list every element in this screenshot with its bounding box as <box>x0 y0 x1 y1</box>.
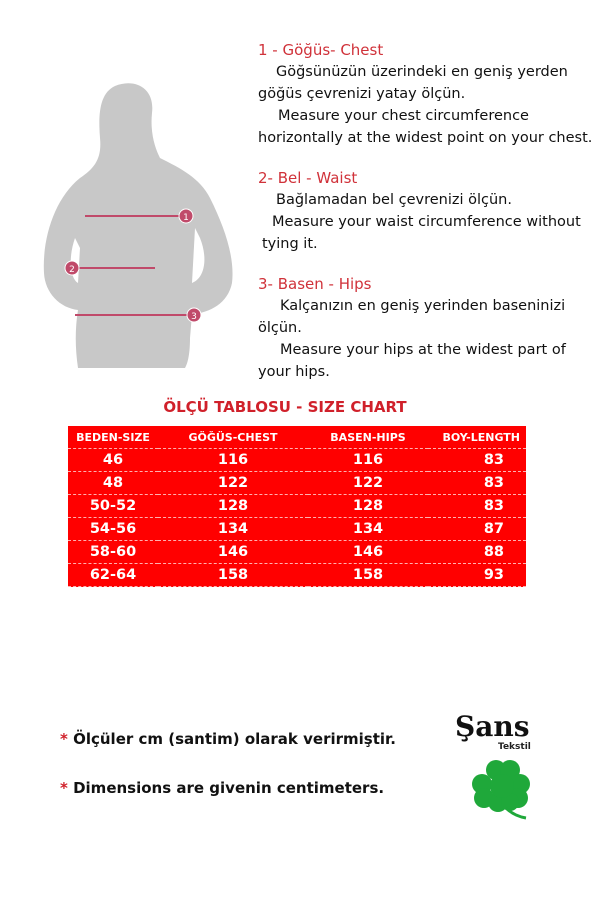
size-table: BEDEN-SIZE GÖĞÜS-CHEST BASEN-HIPS BOY-LE… <box>68 426 526 587</box>
section-heading: 1 - Göğüs- Chest <box>258 41 384 59</box>
text-line: Measure your waist circumference without <box>272 214 581 230</box>
table-cell: 128 <box>158 494 308 518</box>
text-line: Kalçanızın en geniş yerinden baseninizi <box>280 298 566 314</box>
marker-1: 1 <box>178 208 194 224</box>
table-cell: 62-64 <box>68 563 158 587</box>
marker-3: 3 <box>186 307 202 323</box>
hips-instructions: 3- Basen - Hips Kalçanızın en geniş yeri… <box>258 273 566 383</box>
table-cell: 146 <box>158 540 308 564</box>
header-cell: BEDEN-SIZE <box>68 426 158 449</box>
header-cell: GÖĞÜS-CHEST <box>158 426 308 449</box>
text-line: your hips. <box>258 364 330 380</box>
text-line: ölçün. <box>258 320 302 336</box>
table-cell: 146 <box>308 540 428 564</box>
table-cell: 134 <box>308 517 428 541</box>
text-line: göğüs çevrenizi yatay ölçün. <box>258 86 466 102</box>
table-row: 46 116 116 83 <box>68 448 526 472</box>
text-line: Measure your hips at the widest part of <box>280 342 566 358</box>
table-row: 48 122 122 83 <box>68 471 526 495</box>
text-line: tying it. <box>262 236 318 252</box>
table-cell: 50-52 <box>68 494 158 518</box>
table-cell: 83 <box>428 494 526 518</box>
svg-text:2: 2 <box>69 265 75 275</box>
table-title: ÖLÇÜ TABLOSU - SIZE CHART <box>163 398 407 416</box>
note-text: Ölçüler cm (santim) olarak verirmiştir. <box>73 730 396 748</box>
table-cell: 116 <box>308 448 428 472</box>
table-cell: 83 <box>428 448 526 472</box>
note-text: Dimensions are givenin centimeters. <box>73 779 385 797</box>
table-row: 50-52 128 128 83 <box>68 494 526 518</box>
text-line: horizontally at the widest point on your… <box>258 130 593 146</box>
four-leaf-clover-icon <box>472 760 530 820</box>
section-heading: 3- Basen - Hips <box>258 275 372 293</box>
text-line: Göğsünüzün üzerindeki en geniş yerden <box>276 64 568 80</box>
svg-text:1: 1 <box>183 213 189 223</box>
header-cell: BOY-LENGTH <box>428 426 526 449</box>
table-cell: 54-56 <box>68 517 158 541</box>
table-cell: 122 <box>158 471 308 495</box>
text-line: Measure your chest circumference <box>278 108 529 124</box>
table-row: 54-56 134 134 87 <box>68 517 526 541</box>
section-heading: 2- Bel - Waist <box>258 169 358 187</box>
table-cell: 128 <box>308 494 428 518</box>
header-cell: BASEN-HIPS <box>308 426 428 449</box>
table-cell: 158 <box>158 563 308 587</box>
svg-text:3: 3 <box>191 312 197 322</box>
table-cell: 158 <box>308 563 428 587</box>
table-cell: 83 <box>428 471 526 495</box>
table-row: 62-64 158 158 93 <box>68 563 526 587</box>
note-dimensions: * Dimensions are givenin centimeters. <box>60 779 385 797</box>
note-cm: * Ölçüler cm (santim) olarak verirmiştir… <box>60 730 396 748</box>
table-cell: 116 <box>158 448 308 472</box>
brand-logo: Şans Tekstil <box>450 710 560 820</box>
text-line: Bağlamadan bel çevrenizi ölçün. <box>276 192 512 208</box>
waist-instructions: 2- Bel - Waist Bağlamadan bel çevrenizi … <box>258 167 581 255</box>
table-cell: 87 <box>428 517 526 541</box>
table-row: 58-60 146 146 88 <box>68 540 526 564</box>
chest-instructions: 1 - Göğüs- Chest Göğsünüzün üzerindeki e… <box>258 39 592 149</box>
table-cell: 88 <box>428 540 526 564</box>
table-header: BEDEN-SIZE GÖĞÜS-CHEST BASEN-HIPS BOY-LE… <box>68 426 526 449</box>
body-measurement-figure: 1 2 3 <box>43 83 233 368</box>
table-cell: 122 <box>308 471 428 495</box>
table-cell: 48 <box>68 471 158 495</box>
table-cell: 134 <box>158 517 308 541</box>
table-cell: 58-60 <box>68 540 158 564</box>
table-cell: 93 <box>428 563 526 587</box>
table-cell: 46 <box>68 448 158 472</box>
marker-2: 2 <box>64 260 80 276</box>
